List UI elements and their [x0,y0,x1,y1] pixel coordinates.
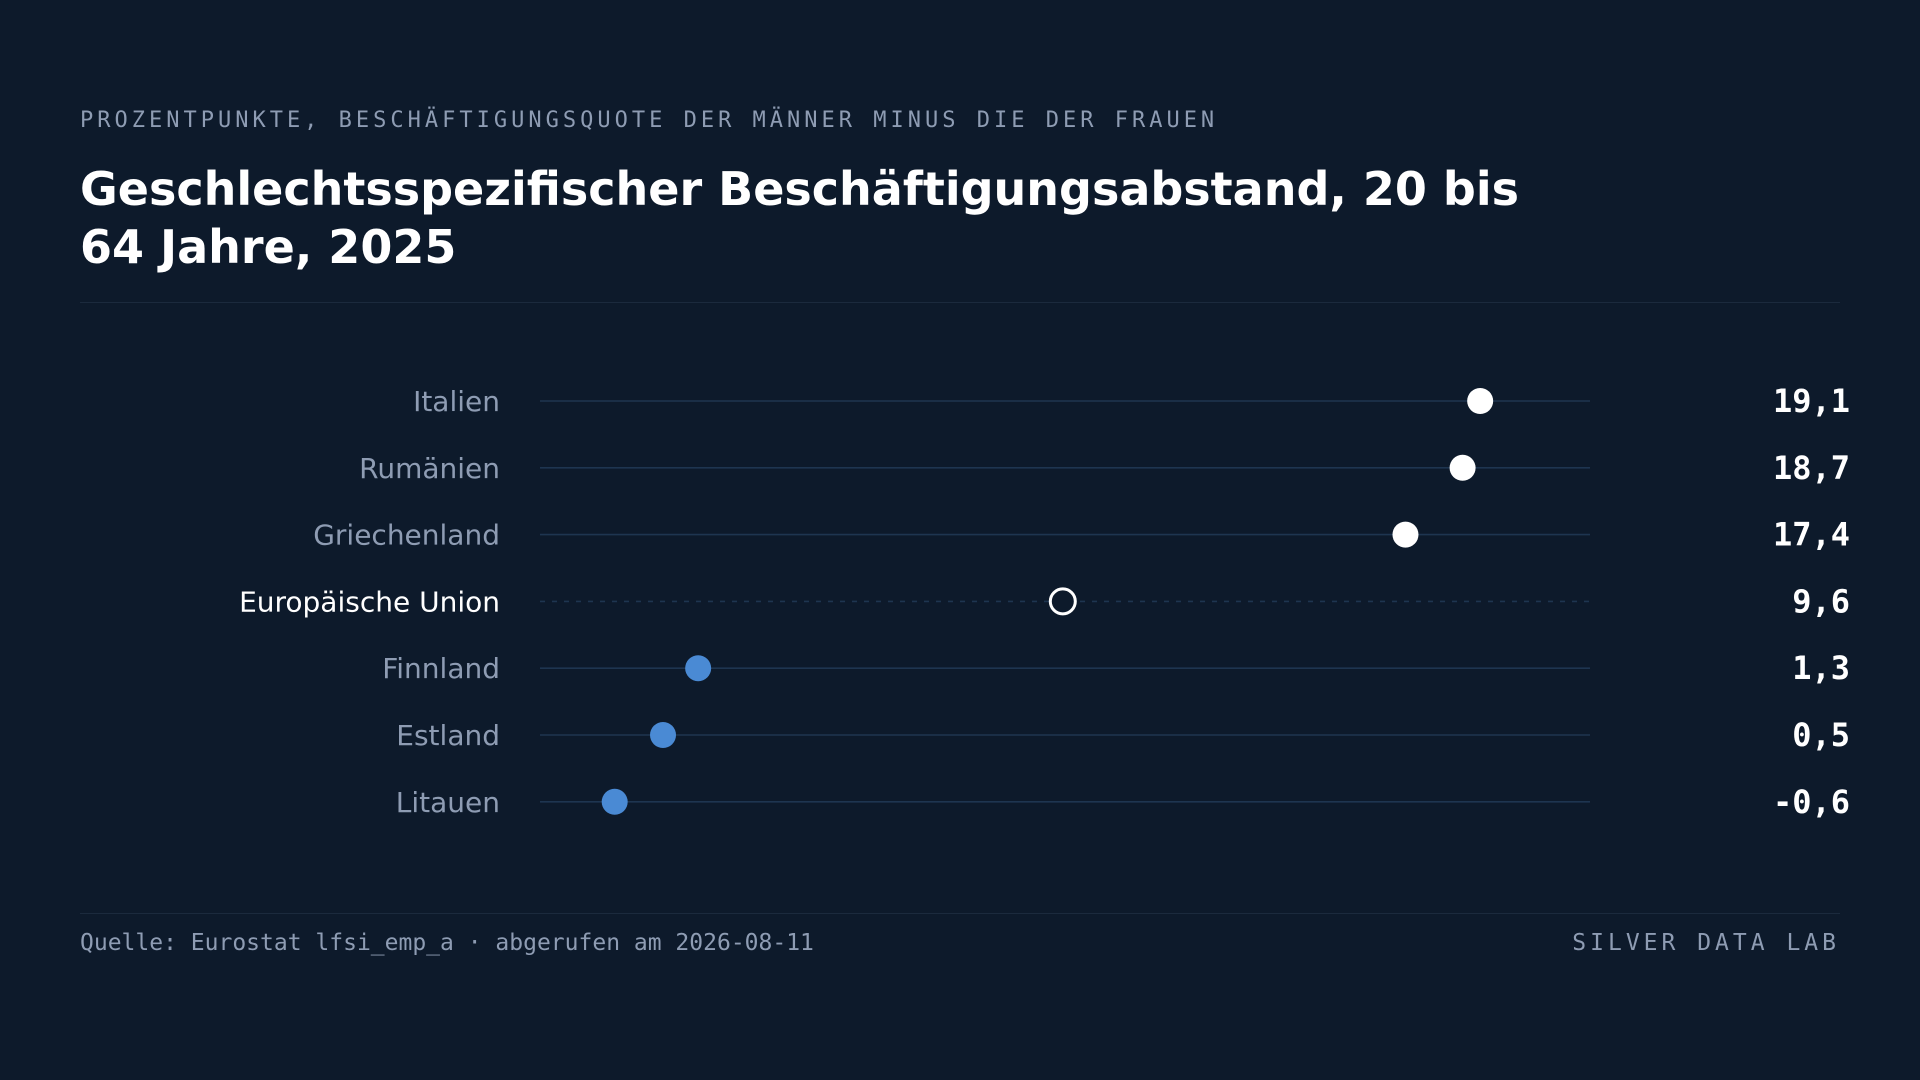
data-dot [650,722,677,748]
value-label: 18,7 [1773,449,1850,487]
source-note: Quelle: Eurostat lfsi_emp_a · abgerufen … [80,930,814,956]
category-label: Rumänien [359,452,500,485]
data-dot [601,788,628,815]
chart-subtitle: PROZENTPUNKTE, BESCHÄFTIGUNGSQUOTE DER M… [80,108,1219,133]
brand-label: SILVER DATA LAB [1572,930,1840,956]
value-label: 9,6 [1792,582,1850,620]
footer-divider [80,913,1840,914]
category-label: Finnland [382,652,500,685]
category-label: Griechenland [313,519,500,552]
value-label: -0,6 [1773,783,1850,821]
data-dot [1449,454,1476,481]
value-label: 17,4 [1773,516,1850,554]
data-dot [1467,388,1494,414]
value-label: 19,1 [1773,382,1850,420]
category-label: Estland [396,719,500,752]
reference-dot [1048,587,1077,616]
category-label: Europäische Union [239,585,500,618]
header-divider [80,302,1840,303]
value-label: 0,5 [1792,716,1850,754]
chart-title: Geschlechtsspezifischer Beschäftigungsab… [80,162,1519,274]
category-label: Litauen [396,786,500,819]
value-label: 1,3 [1792,649,1850,687]
data-dot [1392,521,1419,548]
category-label: Italien [413,385,500,418]
data-dot [685,655,712,682]
